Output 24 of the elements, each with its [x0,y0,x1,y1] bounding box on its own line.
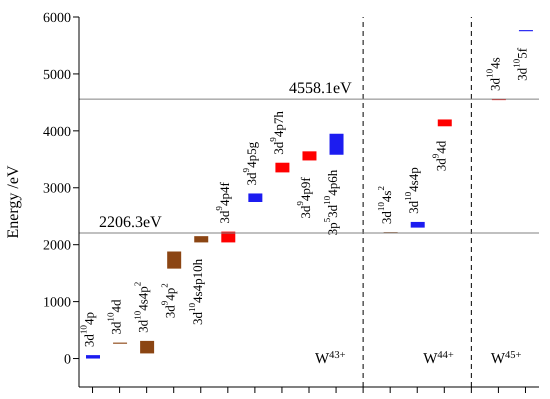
y-tick-label: 1000 [43,296,71,311]
bar [248,193,262,202]
y-tick-label: 5000 [43,68,71,83]
bar [410,222,425,228]
annotation: W$^{44+}$ [423,350,454,367]
bar [140,340,154,354]
bar [221,232,236,242]
y-tick-label: 3000 [43,182,71,197]
bar [302,151,316,160]
y-tick-label: 6000 [43,10,71,26]
bar [330,134,344,155]
y-tick-label: 0 [64,352,71,368]
y-axis-title: Energy /eV [5,165,22,239]
bar [167,252,182,269]
annotation: W$^{43+}$ [314,350,346,367]
bar [86,355,100,359]
ref-line-label: 4558.1eV [289,80,352,98]
ref-line-label: 2206.3eV [99,214,162,231]
bar [194,236,208,242]
y-tick-label: 4000 [43,124,71,140]
annotation: W$^{45+}$ [490,350,522,367]
y-tick-label: 2000 [43,238,71,254]
bar [275,162,290,172]
bar [438,119,452,126]
